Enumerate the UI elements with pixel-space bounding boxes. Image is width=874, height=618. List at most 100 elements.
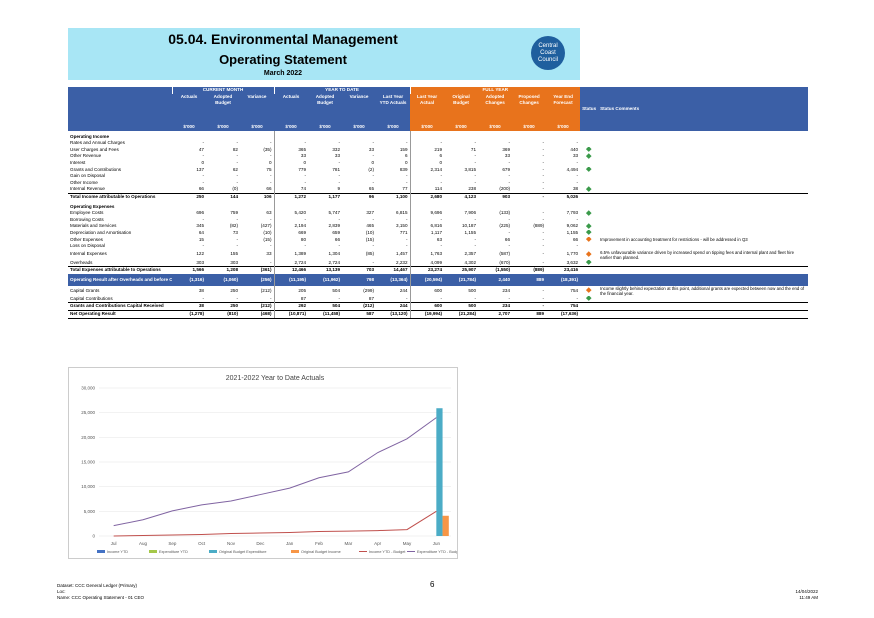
cell: - [508, 159, 511, 165]
column-header: Adopted Budget [206, 94, 240, 124]
unit-header: $'000 [172, 124, 206, 131]
cell: (1,060) [206, 273, 240, 286]
cell [342, 131, 376, 141]
cell: - [236, 216, 238, 222]
legend-label: Expenditure YTD [159, 550, 188, 554]
cell: 137 [196, 166, 204, 172]
legend-label: Income YTD [107, 550, 128, 554]
status-cell [580, 210, 598, 217]
cell: 96 [342, 192, 377, 201]
footer-right: 14/04/2022 11:49 AM [795, 589, 818, 601]
cell: 33 [504, 153, 511, 159]
cell: 14,467 [376, 266, 411, 274]
cell: 369 [502, 146, 511, 152]
status-comment [598, 167, 808, 174]
cell: 106 [240, 192, 275, 201]
cell: (21,284) [444, 310, 479, 319]
cell: 2,724 [273, 259, 309, 267]
cell [478, 201, 512, 211]
header-cell [68, 124, 172, 131]
cell: (2) [368, 166, 375, 172]
line [113, 510, 437, 537]
cell: 0 [268, 159, 272, 165]
cell: 6,815 [396, 210, 408, 216]
unit-header: $'000 [342, 124, 377, 131]
status-comment [598, 131, 808, 141]
cell: (212) [260, 287, 272, 293]
cell: - [474, 216, 477, 222]
cell: - [512, 302, 547, 311]
row-label: Overheads [70, 259, 93, 265]
cell: 504 [308, 302, 343, 311]
table-row: Loss on Disposal - - - - - - - - - - - - [68, 243, 808, 250]
cell: (200) [499, 186, 511, 192]
cell: 80 [273, 236, 309, 244]
cell: 889 [512, 310, 547, 319]
cell: (11,458) [308, 310, 343, 319]
footer-left: Dataset: CCC General Ledger (Primary) Lo… [57, 583, 144, 601]
cell: 5,420 [273, 210, 309, 217]
row-label: Operating Expenses [70, 203, 115, 209]
status-cell [580, 153, 598, 160]
status-cell [580, 259, 598, 267]
cell: - [474, 243, 477, 249]
cell: 82 [232, 146, 238, 152]
logo: Central Coast Council [531, 36, 565, 70]
cell: 587 [342, 310, 377, 319]
cell: 6 [409, 153, 445, 160]
cell: 1,389 [273, 249, 309, 260]
cell: - [202, 295, 204, 301]
cell: 5,747 [328, 210, 341, 216]
cell: (10,871) [273, 310, 309, 319]
legend-label: Income YTD - Budget [369, 550, 406, 554]
unit-row: $'000 $'000 $'000 $'000 $'000 $'000 $'000 $'000… [68, 124, 809, 131]
cell [172, 131, 206, 141]
cell: - [474, 140, 477, 146]
cell: - [236, 236, 238, 242]
status-comment [598, 310, 809, 319]
unit-header: $'000 [240, 124, 275, 131]
row-label: Capital Contributions [70, 295, 113, 301]
cell: 465 [366, 223, 375, 229]
cell: - [542, 295, 545, 301]
cell: (21,784) [444, 273, 479, 286]
cell: 440 [570, 146, 579, 152]
cell: - [273, 140, 309, 147]
cell: (212) [240, 302, 275, 311]
cell: 38 [172, 302, 206, 311]
cell [546, 131, 580, 141]
group-header: CURRENT MONTH [171, 87, 275, 94]
line [113, 417, 437, 527]
cell: 2,839 [328, 223, 341, 229]
cell [206, 201, 240, 211]
cell: 2,314 [409, 166, 445, 174]
cell: 1,272 [273, 192, 309, 201]
row-label: Depreciation and Amortisation [70, 229, 132, 235]
status-icon [586, 146, 592, 152]
table-row: Operating Income [68, 130, 808, 141]
table-row: Internal Expenses 122 155 33 1,389 1,304 (85) 1… [68, 249, 808, 260]
cell: - [409, 295, 445, 303]
cell: 87 [273, 295, 309, 303]
row-label: Internal Expenses [70, 251, 107, 257]
unit-header: $'000 [376, 124, 411, 131]
header-cell [580, 87, 809, 94]
cell: - [542, 243, 545, 249]
status-comment [598, 210, 808, 217]
status-cell [580, 236, 598, 244]
cell: (10) [263, 229, 272, 235]
status-comment: Income slightly behind expectation at th… [600, 285, 805, 296]
status-cell [580, 302, 599, 311]
cell: 6 [404, 153, 408, 159]
logo-text: Coast [540, 49, 556, 56]
chart-box: 2021-2022 Year to Date Actuals 0 5,000 10,0… [68, 367, 462, 559]
column-header: Variance [342, 94, 377, 124]
cell: (670) [499, 259, 511, 265]
cell: 500 [468, 287, 477, 293]
bar [442, 515, 449, 536]
footer-text: Dataset: CCC General Ledger (Primary) [57, 583, 138, 588]
cell: 1,177 [308, 192, 343, 201]
column-header: Proposed Changes [512, 94, 547, 124]
x-tick-label: Mar [344, 541, 352, 546]
